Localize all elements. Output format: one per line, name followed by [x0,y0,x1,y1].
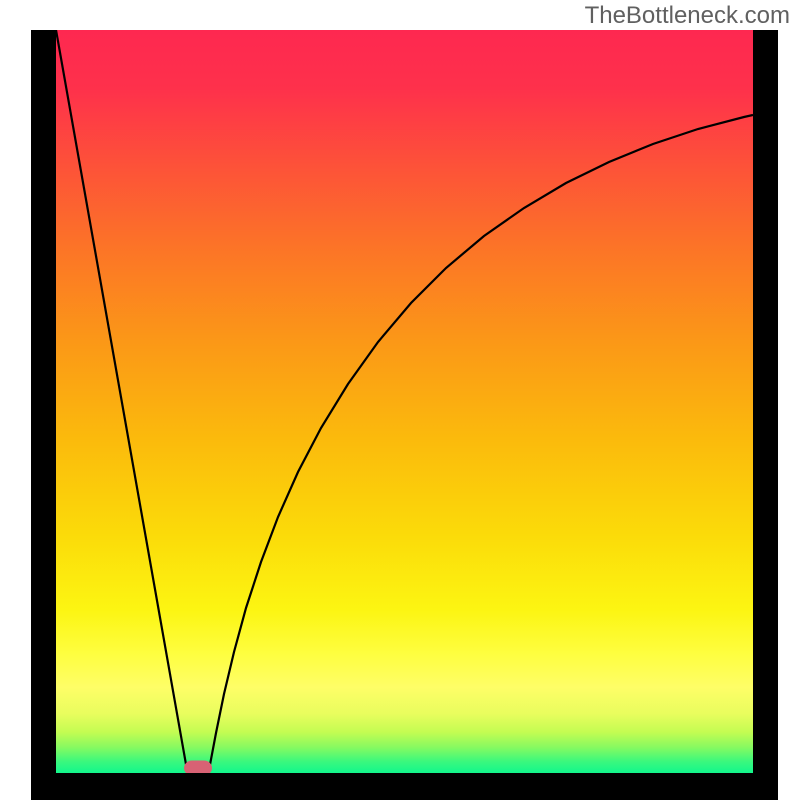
valley-marker [56,30,753,773]
chart-border-left [31,30,56,800]
chart-border-right [753,30,778,800]
plot-area [56,30,753,773]
chart-border-bottom [31,773,777,800]
chart-root: TheBottleneck.com [0,0,800,800]
watermark-text: TheBottleneck.com [585,2,790,30]
